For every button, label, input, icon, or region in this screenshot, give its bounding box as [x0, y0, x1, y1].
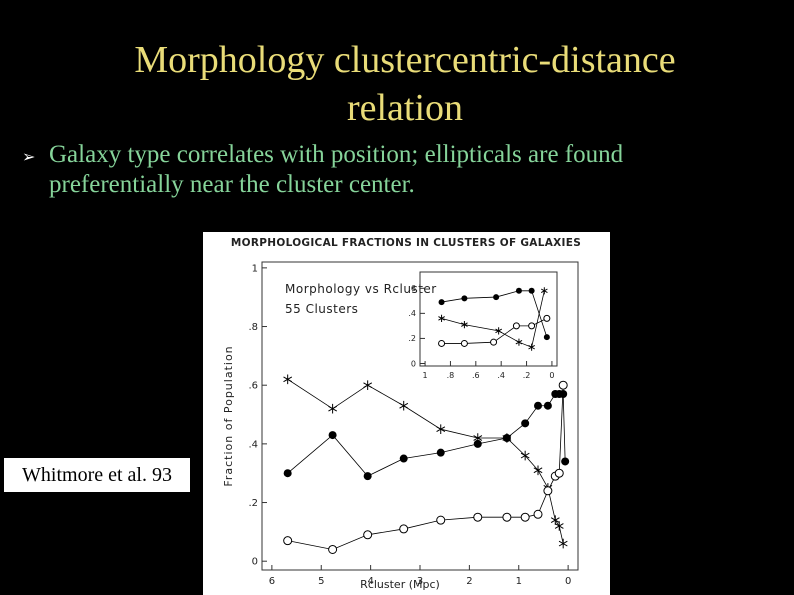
marker — [473, 433, 483, 443]
x-axis-label: Rcluster (Mpc) — [360, 578, 440, 591]
marker — [438, 314, 445, 322]
marker — [533, 465, 543, 476]
marker — [512, 322, 520, 330]
marker — [473, 439, 482, 448]
marker — [520, 512, 530, 522]
marker — [399, 400, 409, 411]
marker — [436, 515, 446, 525]
marker — [399, 454, 408, 463]
x-tick-label: .6 — [472, 371, 480, 380]
caption: Whitmore et al. 93 — [4, 458, 190, 492]
marker — [461, 321, 468, 329]
x-tick-label: 6 — [269, 576, 275, 587]
marker — [558, 380, 568, 390]
marker — [460, 339, 468, 347]
bullet-icon: ➢ — [22, 147, 36, 166]
marker — [283, 536, 293, 546]
marker — [438, 339, 446, 347]
marker — [543, 401, 552, 410]
chart-title: MORPHOLOGICAL FRACTIONS IN CLUSTERS OF G… — [231, 237, 581, 249]
marker — [515, 287, 522, 294]
marker — [438, 299, 445, 306]
y-tick-label: .4 — [408, 309, 416, 318]
marker — [540, 287, 548, 295]
x-tick-label: 1 — [423, 371, 428, 380]
marker — [502, 433, 512, 443]
marker — [493, 294, 500, 301]
x-tick-label: .8 — [447, 371, 455, 380]
marker — [328, 403, 338, 414]
x-tick-label: 5 — [318, 576, 324, 587]
marker — [543, 314, 551, 322]
marker — [328, 431, 337, 440]
marker — [436, 448, 445, 457]
x-tick-label: .2 — [523, 371, 531, 380]
y-tick-label: .6 — [248, 381, 258, 392]
x-tick-label: 0 — [565, 576, 571, 587]
marker — [490, 338, 498, 346]
annotation: 55 Clusters — [285, 302, 358, 316]
y-tick-label: 1 — [252, 263, 258, 274]
y-tick-label: 0 — [252, 557, 258, 568]
marker — [283, 469, 292, 478]
marker — [528, 343, 535, 351]
marker — [543, 486, 553, 496]
marker — [534, 401, 543, 410]
marker — [558, 538, 568, 549]
marker — [328, 544, 338, 554]
marker — [283, 374, 293, 385]
y-tick-label: .8 — [248, 322, 258, 333]
x-tick-label: 4 — [367, 576, 373, 587]
marker — [461, 295, 468, 302]
y-tick-label: .6 — [408, 284, 416, 293]
x-tick-label: 0 — [549, 371, 554, 380]
marker — [520, 450, 530, 461]
marker — [554, 468, 564, 478]
marker — [473, 512, 483, 522]
marker — [533, 509, 543, 519]
x-tick-label: 3 — [417, 576, 423, 587]
series-line — [441, 290, 548, 338]
marker — [363, 472, 372, 481]
annotation: Morphology vs Rcluster — [285, 282, 437, 296]
marker — [543, 334, 550, 341]
x-tick-label: 1 — [516, 576, 522, 587]
marker — [495, 327, 503, 335]
series-line — [441, 290, 545, 348]
y-axis-label: Fraction of Population — [222, 345, 235, 486]
x-tick-label: 2 — [466, 576, 472, 587]
marker — [561, 457, 570, 466]
y-tick-label: .4 — [248, 439, 258, 450]
marker — [399, 524, 409, 534]
y-tick-label: 0 — [411, 359, 416, 368]
slide-title: Morphology clustercentric-distance relat… — [134, 39, 676, 129]
marker — [363, 530, 373, 540]
marker — [554, 521, 564, 531]
marker — [528, 322, 536, 330]
marker — [528, 287, 535, 294]
x-tick-label: .4 — [497, 371, 505, 380]
marker — [521, 419, 530, 428]
bullet-text: Galaxy type correlates with position; el… — [49, 141, 624, 198]
y-tick-label: .2 — [248, 498, 258, 509]
figure: MORPHOLOGICAL FRACTIONS IN CLUSTERS OF G… — [203, 232, 610, 595]
marker — [436, 424, 446, 434]
marker — [363, 380, 373, 390]
marker — [515, 338, 523, 346]
marker — [502, 512, 512, 522]
y-tick-label: .2 — [408, 334, 416, 343]
